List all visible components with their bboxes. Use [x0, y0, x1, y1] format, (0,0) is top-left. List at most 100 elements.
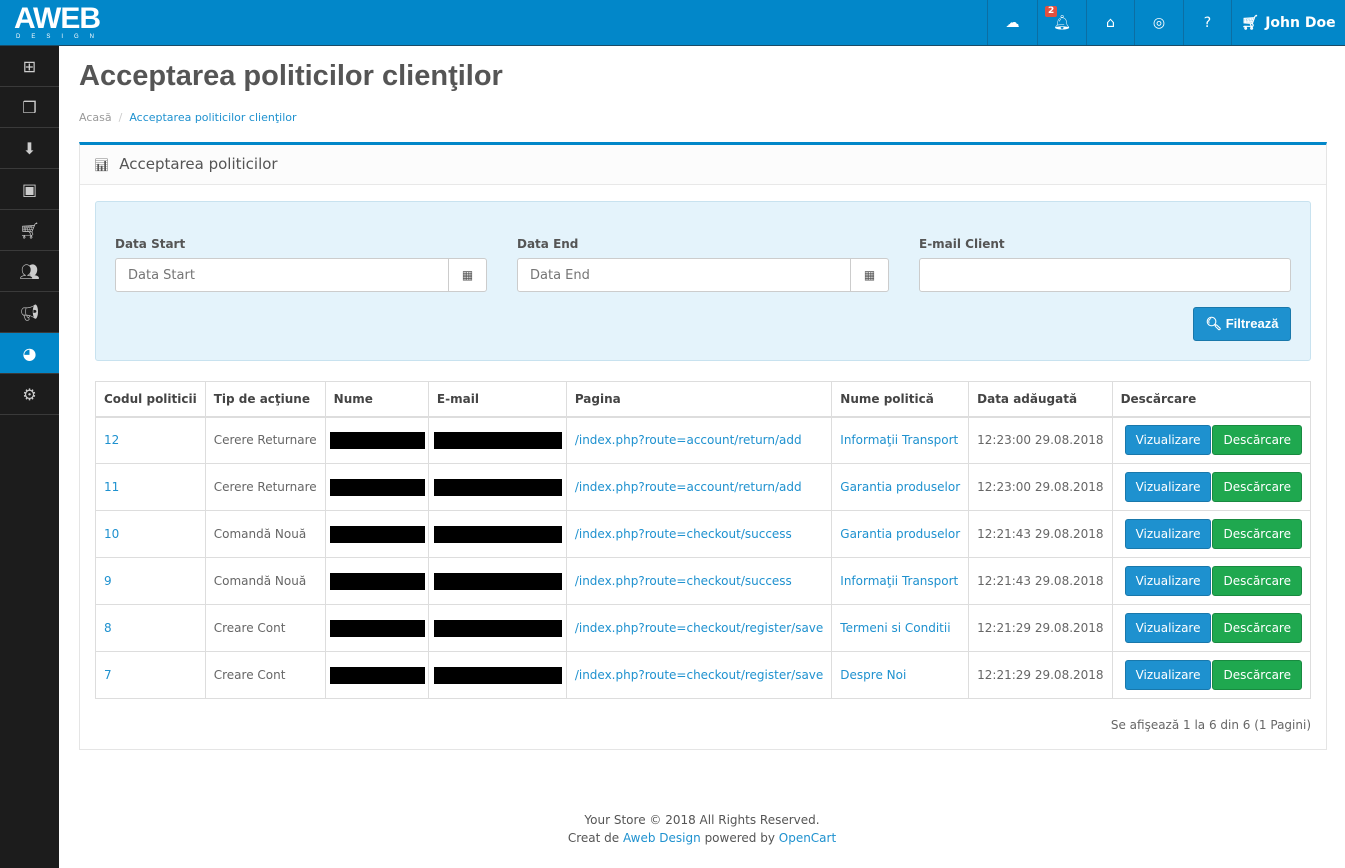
sidebar-item-sales[interactable]: 🛒︎ — [0, 210, 59, 251]
policy-id-link[interactable]: 11 — [104, 480, 120, 494]
date-added: 12:21:43 29.08.2018 — [968, 510, 1113, 558]
download-cloud-icon[interactable]: ☁ — [987, 0, 1037, 45]
logo-subtext: DESIGN — [16, 34, 106, 40]
pie-chart-icon: ◕ — [22, 343, 37, 363]
policy-name-link[interactable]: Garantia produselor — [840, 527, 961, 541]
column-header[interactable]: Descărcare — [1111, 381, 1312, 418]
sidebar-item-extensions[interactable]: ⬇ — [0, 128, 59, 169]
user-name: John Doe — [1265, 14, 1336, 31]
download-button[interactable]: Descărcare — [1212, 660, 1302, 690]
notifications-button[interactable]: 2 🔔︎ — [1037, 0, 1086, 45]
end-date-label: Data End — [517, 237, 579, 251]
help-icon[interactable]: ? — [1183, 0, 1231, 45]
table-row: 12 Cerere Returnare /index.php?route=acc… — [95, 416, 1312, 464]
windows-icon: ⊞ — [22, 56, 37, 76]
page-link[interactable]: /index.php?route=account/return/add — [574, 433, 802, 448]
policy-name-link[interactable]: Despre Noi — [840, 668, 907, 682]
column-header[interactable]: E-mail — [427, 381, 567, 418]
footer-text: Creat de — [567, 831, 623, 845]
user-menu[interactable]: 🛒︎ John Doe — [1231, 0, 1345, 45]
date-added: 12:21:43 29.08.2018 — [968, 557, 1113, 605]
logo[interactable]: AWEB DESIGN — [14, 2, 106, 41]
column-header[interactable]: Data adăugată — [968, 381, 1113, 418]
policy-id-link[interactable]: 8 — [104, 621, 112, 635]
table-row: 11 Cerere Returnare /index.php?route=acc… — [95, 463, 1312, 511]
redacted-email — [433, 525, 562, 543]
policy-name-link[interactable]: Garantia produselor — [840, 480, 961, 494]
action-type: Creare Cont — [204, 651, 326, 699]
page-link[interactable]: /index.php?route=checkout/success — [574, 527, 792, 541]
sidebar-item-customers[interactable]: 👥︎ — [0, 251, 59, 292]
notification-badge: 2 — [1045, 6, 1058, 17]
filter-button[interactable]: 🔍︎ Filtrează — [1193, 307, 1291, 341]
view-button[interactable]: Vizualizare — [1124, 472, 1212, 502]
download-button[interactable]: Descărcare — [1212, 425, 1302, 456]
page-link[interactable]: /index.php?route=checkout/register/save — [574, 668, 824, 682]
page-link[interactable]: /index.php?route=checkout/success — [574, 574, 792, 588]
download-button[interactable]: Descărcare — [1212, 613, 1302, 643]
home-icon[interactable]: ⌂ — [1086, 0, 1134, 45]
sidebar-item-reports[interactable]: ◕ — [0, 333, 59, 374]
policy-name-link[interactable]: Informaţii Transport — [840, 433, 959, 448]
calendar-icon[interactable]: ▦ — [850, 259, 888, 291]
lifebuoy-icon[interactable]: ◎ — [1134, 0, 1183, 45]
redacted-name — [329, 619, 425, 637]
top-header: AWEB DESIGN ☁ 2 🔔︎ ⌂ ◎ ? 🛒︎ John Doe — [0, 0, 1345, 46]
calendar-icon[interactable]: ▦ — [448, 259, 486, 291]
breadcrumb: Acasă / Acceptarea politicilor clienţilor — [79, 111, 297, 124]
table-row: 8 Creare Cont /index.php?route=checkout/… — [95, 604, 1312, 652]
view-button[interactable]: Vizualizare — [1124, 425, 1212, 456]
policy-id-link[interactable]: 7 — [104, 668, 112, 682]
table-row: 7 Creare Cont /index.php?route=checkout/… — [95, 651, 1312, 699]
sidebar-item-design[interactable]: ▣ — [0, 169, 59, 210]
email-input[interactable] — [920, 259, 1290, 291]
sidebar-item-marketing[interactable]: 📢︎ — [0, 292, 59, 333]
date-added: 12:21:29 29.08.2018 — [968, 651, 1113, 699]
redacted-email — [433, 478, 562, 496]
image-icon: ▣ — [21, 179, 38, 199]
redacted-name — [329, 666, 425, 684]
column-header[interactable]: Tip de acţiune — [204, 381, 326, 418]
policy-name-link[interactable]: Termeni si Conditii — [840, 621, 951, 635]
redacted-email — [433, 572, 562, 590]
sidebar-item-dashboard[interactable]: ⊞ — [0, 46, 59, 87]
opencart-link[interactable]: OpenCart — [778, 831, 837, 845]
redacted-name — [329, 525, 425, 543]
column-header[interactable]: Codul politicii — [95, 381, 206, 418]
aweb-link[interactable]: Aweb Design — [622, 831, 701, 845]
download-button[interactable]: Descărcare — [1212, 566, 1302, 596]
panel-title: Acceptarea politicilor — [119, 155, 278, 173]
date-added: 12:21:29 29.08.2018 — [968, 604, 1113, 652]
action-type: Creare Cont — [204, 604, 326, 652]
breadcrumb-home[interactable]: Acasă — [79, 111, 112, 124]
download-button[interactable]: Descărcare — [1212, 472, 1302, 502]
page-link[interactable]: /index.php?route=account/return/add — [574, 480, 802, 494]
table-row: 10 Comandă Nouă /index.php?route=checkou… — [95, 510, 1312, 558]
policy-name-link[interactable]: Informaţii Transport — [840, 574, 959, 588]
logo-text: AWEB — [14, 2, 101, 35]
page-link[interactable]: /index.php?route=checkout/register/save — [574, 621, 824, 635]
footer-text: powered by — [700, 831, 779, 845]
view-button[interactable]: Vizualizare — [1124, 613, 1212, 643]
policy-id-link[interactable]: 10 — [104, 527, 120, 541]
column-header[interactable]: Nume — [324, 381, 429, 418]
view-button[interactable]: Vizualizare — [1124, 660, 1212, 690]
redacted-email — [433, 619, 562, 637]
column-header[interactable]: Nume politică — [831, 381, 970, 418]
policies-table: Codul politicii Tip de acţiune Nume E-mail P… — [95, 381, 1312, 699]
sidebar-item-catalog[interactable]: ❒ — [0, 87, 59, 128]
view-button[interactable]: Vizualizare — [1124, 566, 1212, 596]
download-button[interactable]: Descărcare — [1212, 519, 1302, 549]
cart-icon: 🛒︎ — [1241, 14, 1260, 31]
end-date-input[interactable] — [518, 259, 850, 291]
users-icon: 👥︎ — [19, 261, 40, 281]
policy-id-link[interactable]: 9 — [104, 574, 112, 588]
start-date-input[interactable] — [116, 259, 448, 291]
footer: Your Store © 2018 All Rights Reserved. C… — [59, 811, 1345, 847]
sidebar-item-system[interactable]: ⚙ — [0, 374, 59, 415]
column-header[interactable]: Pagina — [565, 381, 833, 418]
policy-id-link[interactable]: 12 — [104, 433, 120, 448]
view-button[interactable]: Vizualizare — [1124, 519, 1212, 549]
breadcrumb-current[interactable]: Acceptarea politicilor clienţilor — [129, 111, 297, 124]
bell-icon: 🔔︎ — [1053, 14, 1071, 31]
